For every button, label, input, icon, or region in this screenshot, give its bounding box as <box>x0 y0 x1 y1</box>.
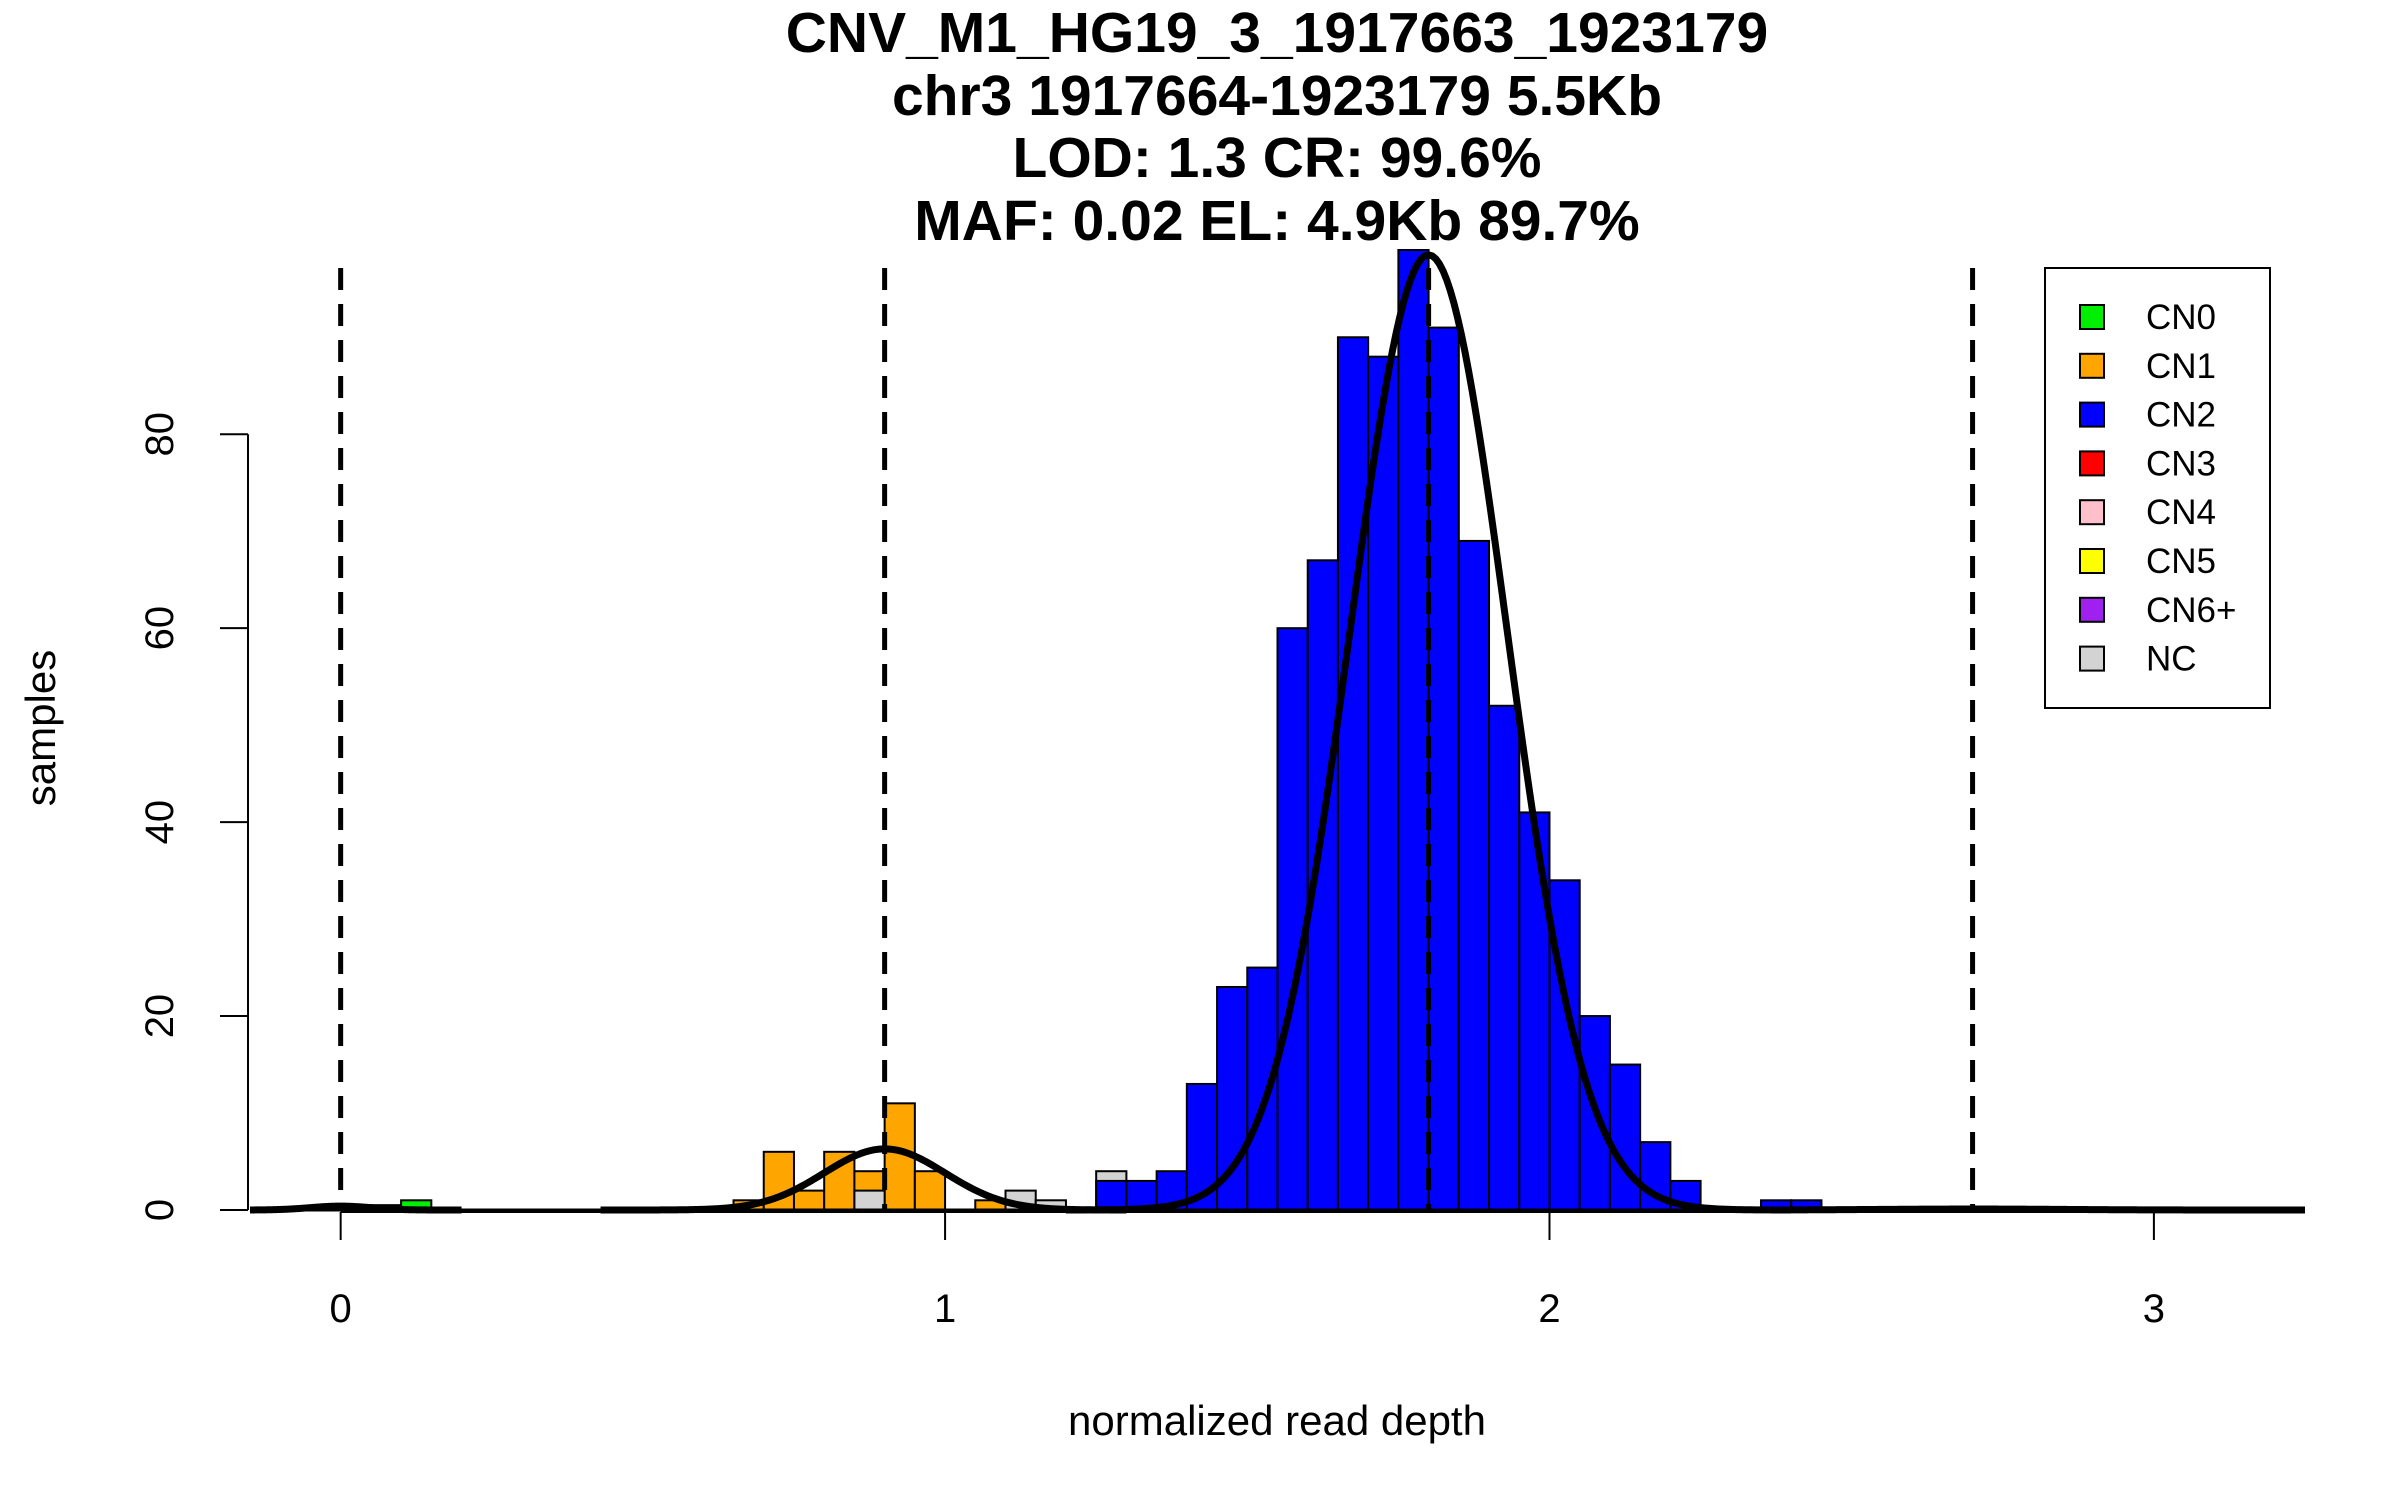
chart-title: CNV_M1_HG19_3_1917663_1923179 chr3 19176… <box>786 1 1768 253</box>
legend-label-cn6plus: CN6+ <box>2146 591 2236 630</box>
bar-nc-0.85 <box>853 1189 886 1211</box>
fit-curves <box>249 251 2305 1214</box>
bar-cn2-1.55 <box>1276 627 1309 1211</box>
bar-cn2-1.5 <box>1246 966 1279 1212</box>
legend-label-cn4: CN4 <box>2146 493 2216 532</box>
title-line-4: MAF: 0.02 EL: 4.9Kb 89.7% <box>914 189 1639 253</box>
fit-curve-2 <box>1065 251 1792 1214</box>
bar-cn2-2.1 <box>1608 1063 1642 1212</box>
title-line-1: CNV_M1_HG19_3_1917663_1923179 <box>786 1 1768 65</box>
axes: 0 1 2 3 0 20 40 60 80 <box>138 412 2165 1331</box>
y-axis-label: samples <box>17 650 64 806</box>
legend-label-cn1: CN1 <box>2146 347 2216 386</box>
legend-label-cn0: CN0 <box>2146 298 2216 337</box>
y-tick-label-0: 0 <box>138 1199 182 1221</box>
legend-swatch-cn3 <box>2079 450 2105 477</box>
legend-swatch-cn5 <box>2079 548 2105 574</box>
x-tick-label-1: 1 <box>934 1287 956 1331</box>
y-tick-label-60: 60 <box>138 606 182 651</box>
x-tick-label-2: 2 <box>1538 1287 1560 1331</box>
legend-label-cn5: CN5 <box>2146 542 2216 581</box>
bar-cn2-1.8 <box>1427 326 1460 1211</box>
legend: CN0 CN1 CN2 CN3 CN4 CN5 CN6+ NC <box>2044 267 2271 709</box>
bar-cn2-1.85 <box>1457 539 1491 1211</box>
y-tick-label-80: 80 <box>138 412 182 457</box>
x-tick-label-0: 0 <box>330 1287 352 1331</box>
legend-swatch-cn0 <box>2079 304 2105 330</box>
bar-cn2-1.75 <box>1397 249 1430 1211</box>
fit-curve-0 <box>249 1202 462 1214</box>
legend-swatch-cn4 <box>2079 499 2105 526</box>
legend-label-nc: NC <box>2146 640 2197 679</box>
bar-cn1-0.75 <box>792 1189 826 1211</box>
bar-cn2-1.9 <box>1488 704 1521 1211</box>
threshold-lines <box>338 268 1976 1210</box>
x-tick-label-3: 3 <box>2143 1287 2165 1331</box>
legend-swatch-cn2 <box>2079 401 2105 428</box>
legend-swatch-nc <box>2079 645 2105 672</box>
x-axis-label: normalized read depth <box>1068 1397 1486 1444</box>
title-line-3: LOD: 1.3 CR: 99.6% <box>1013 126 1542 190</box>
fit-curve-1 <box>600 1145 1127 1214</box>
legend-swatch-cn6plus <box>2079 596 2105 623</box>
bar-cn2-1.65 <box>1336 336 1370 1211</box>
legend-label-cn2: CN2 <box>2146 396 2216 435</box>
fit-curve-3 <box>1791 1205 2305 1214</box>
y-tick-label-20: 20 <box>138 994 182 1039</box>
legend-label-cn3: CN3 <box>2146 444 2216 483</box>
legend-swatch-cn1 <box>2079 352 2105 379</box>
bar-cn2-1.25 <box>1095 1179 1128 1212</box>
legend-box <box>2044 267 2271 709</box>
bar-cn2-1.7 <box>1367 355 1400 1212</box>
bar-cn1-0.95 <box>913 1170 947 1211</box>
y-tick-label-40: 40 <box>138 800 182 845</box>
title-line-2: chr3 1917664-1923179 5.5Kb <box>892 64 1662 128</box>
